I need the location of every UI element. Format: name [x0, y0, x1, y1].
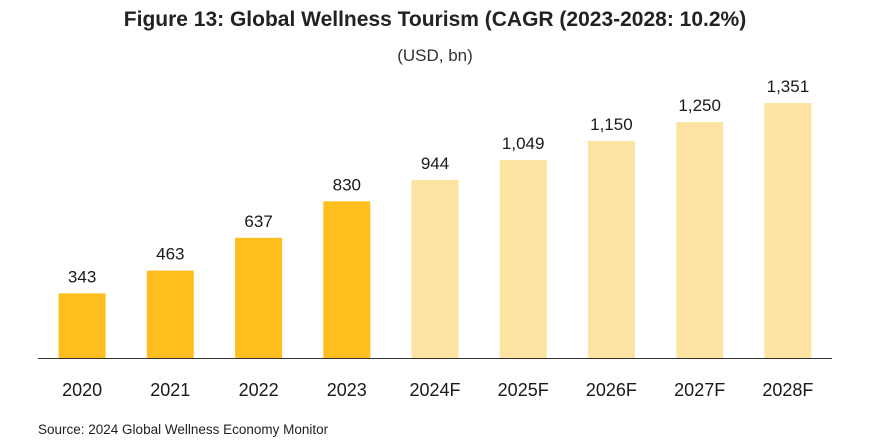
- bar-chart: 343 2020 463 2021 637 2022 830 2023 944 2024F 1,04…: [38, 77, 832, 400]
- value-label-2027F: 1,250: [678, 96, 721, 115]
- value-label-2024F: 944: [421, 154, 449, 173]
- x-tick-label-2027F: 2027F: [674, 380, 725, 400]
- value-label-2020: 343: [68, 267, 96, 286]
- value-label-2021: 463: [156, 245, 184, 264]
- chart-subtitle: (USD, bn): [397, 46, 473, 65]
- source-note: Source: 2024 Global Wellness Economy Mon…: [38, 422, 329, 437]
- value-label-2022: 637: [244, 212, 272, 231]
- chart-title: Figure 13: Global Wellness Tourism (CAGR…: [123, 8, 747, 31]
- value-label-2028F: 1,351: [767, 77, 810, 96]
- x-tick-label-2025F: 2025F: [498, 380, 549, 400]
- value-label-2025F: 1,049: [502, 134, 545, 153]
- x-tick-label-2023: 2023: [327, 380, 367, 400]
- bar-2027F: [676, 122, 724, 358]
- bar-2021: [146, 270, 194, 358]
- bar-2025F: [499, 160, 547, 358]
- bar-2022: [235, 237, 283, 358]
- bar-2026F: [587, 140, 635, 358]
- bar-2024F: [411, 179, 459, 358]
- value-label-2023: 830: [333, 175, 361, 194]
- bar-2020: [58, 293, 106, 358]
- bar-2023: [323, 201, 371, 358]
- x-tick-label-2028F: 2028F: [762, 380, 813, 400]
- x-tick-label-2020: 2020: [62, 380, 102, 400]
- x-tick-label-2024F: 2024F: [409, 380, 460, 400]
- x-tick-label-2022: 2022: [239, 380, 279, 400]
- value-label-2026F: 1,150: [590, 115, 633, 134]
- x-tick-label-2026F: 2026F: [586, 380, 637, 400]
- x-tick-label-2021: 2021: [150, 380, 190, 400]
- bar-2028F: [764, 103, 812, 358]
